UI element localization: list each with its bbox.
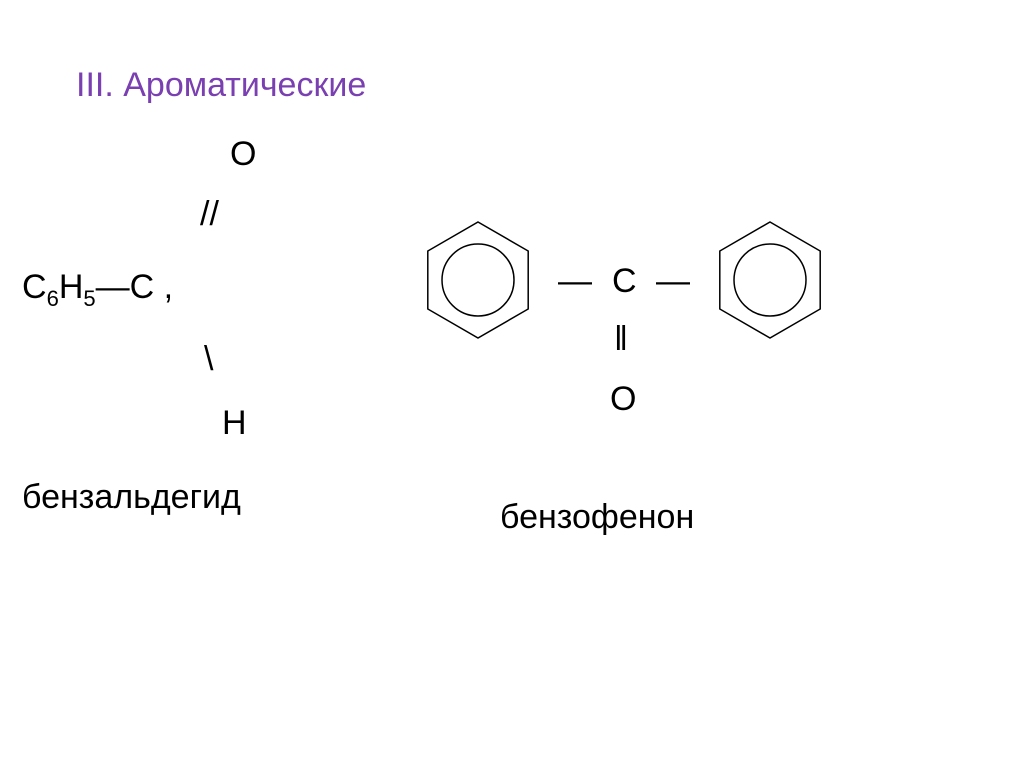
benzaldehyde-C-left: C (22, 268, 47, 306)
benzophenone-C: C (612, 262, 637, 301)
benzophenone-O: O (610, 380, 636, 419)
benzaldehyde-sub5: 5 (83, 286, 95, 311)
benzaldehyde-main-line: C6H5—C , (22, 268, 173, 312)
benzaldehyde-C: C , (130, 268, 173, 306)
benzophenone-double-bond: ‖ (614, 320, 628, 359)
benzaldehyde-double-bond: // (200, 195, 219, 234)
benzene-ring-left (408, 210, 548, 350)
benzaldehyde-name: бензальдегид (22, 478, 241, 517)
benzaldehyde-single-bond: \ (204, 340, 213, 379)
section-title: III. Ароматические (76, 66, 366, 105)
slide-area: III. Ароматические O // C6H5—C , \ H бен… (0, 0, 1024, 768)
benzaldehyde-O: O (230, 135, 256, 174)
benzophenone-bond-right: — (656, 262, 690, 301)
benzophenone-bond-left: — (558, 262, 592, 301)
benzophenone-name: бензофенон (500, 498, 694, 537)
benzaldehyde-H-bottom: H (222, 404, 247, 443)
benzaldehyde-dash: — (96, 268, 130, 306)
benzaldehyde-H: H (59, 268, 84, 306)
benzene-ring-right (700, 210, 840, 350)
benzaldehyde-sub6: 6 (47, 286, 59, 311)
